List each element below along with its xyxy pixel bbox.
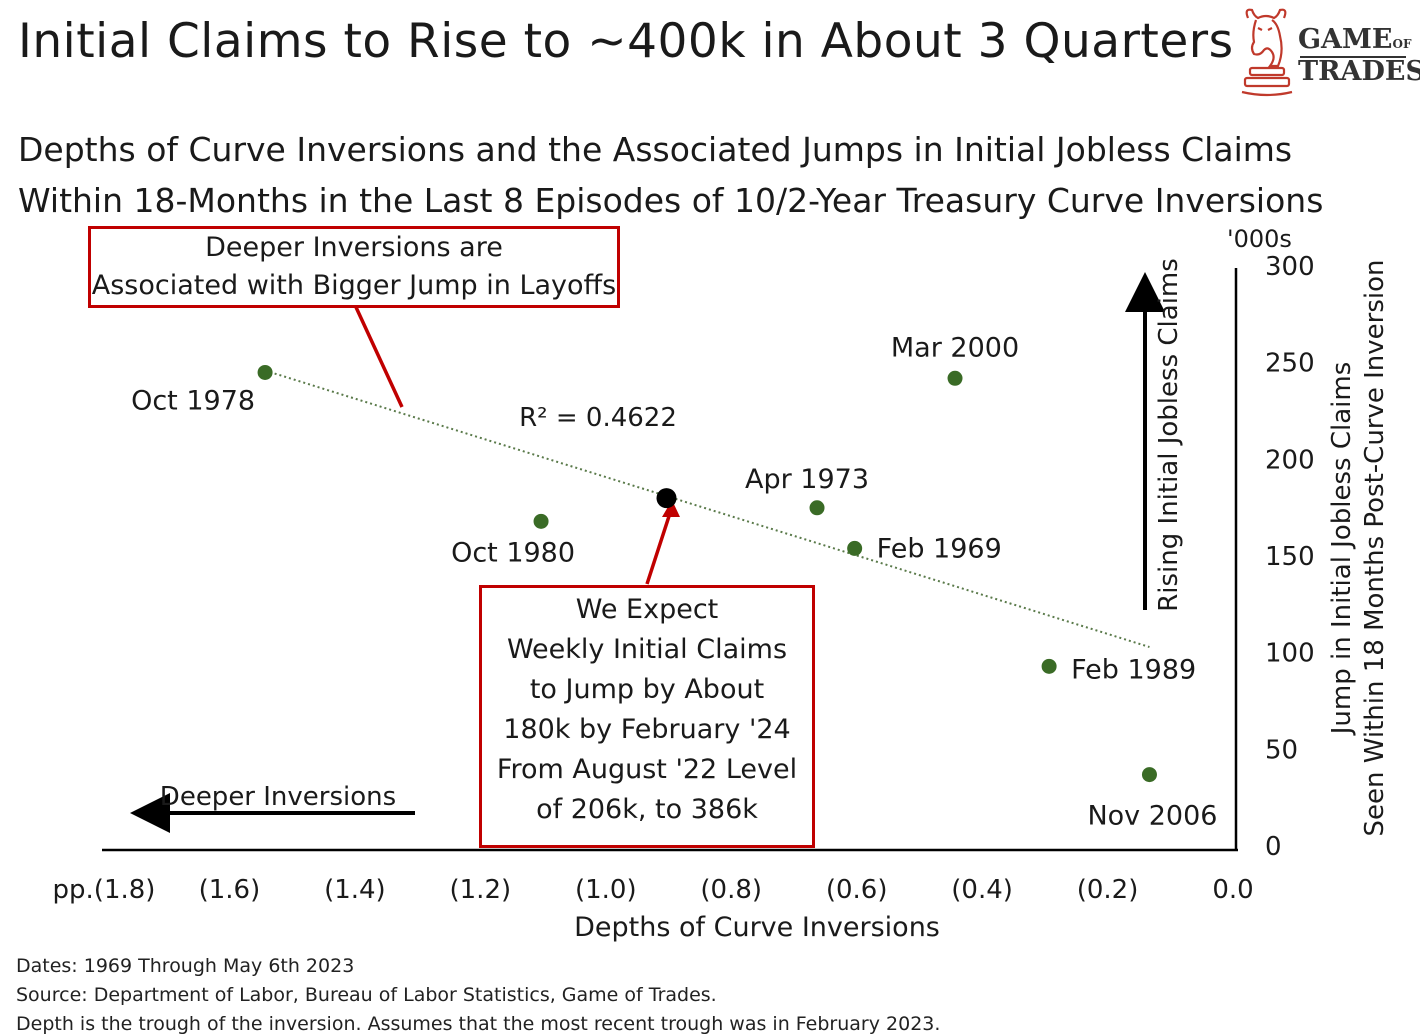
callout-expectation: We Expect Weekly Initial Claims to Jump … <box>479 585 815 848</box>
data-point-label: Feb 1989 <box>1071 654 1196 685</box>
logo-game-text: GAME <box>1298 24 1393 55</box>
logo-line1: GAMEOF <box>1298 24 1411 55</box>
callout-bottom-line: From August '22 Level <box>496 754 798 785</box>
x-tick-label: (1.6) <box>199 875 261 905</box>
x-axis-label: Depths of Curve Inversions <box>574 912 940 943</box>
x-tick-label: (1.2) <box>450 875 512 905</box>
y-tick-label: 150 <box>1265 542 1315 572</box>
projection-point <box>656 488 677 509</box>
callout-bottom-line: We Expect <box>575 594 719 625</box>
y-unit-label: '000s <box>1227 225 1292 253</box>
x-tick-label: (0.2) <box>1077 875 1139 905</box>
bull-chess-knight-icon <box>1241 8 1293 97</box>
logo-trades-text: TRADES <box>1298 56 1420 87</box>
callout-bottom-arrowhead <box>662 500 680 517</box>
callout-bottom-pointer <box>645 506 674 585</box>
y-axis-label-line1: Jump in Initial Jobless Claims <box>1327 362 1357 736</box>
y-tick-label: 300 <box>1265 252 1315 282</box>
callout-bottom-line: to Jump by About <box>529 674 765 705</box>
logo-divider <box>1300 56 1406 58</box>
data-point <box>1141 767 1157 783</box>
data-point-label: Feb 1969 <box>877 533 1002 564</box>
callout-top-line1: Deeper Inversions are <box>205 232 503 263</box>
chart-subtitle-line2: Within 18-Months in the Last 8 Episodes … <box>18 181 1324 220</box>
data-point-label: Oct 1978 <box>131 385 255 416</box>
page-title: Initial Claims to Rise to ~400k in About… <box>18 14 1234 69</box>
data-point-label: Mar 2000 <box>891 332 1019 363</box>
footer-source: Source: Department of Labor, Bureau of L… <box>16 984 717 1006</box>
data-point-label: Oct 1980 <box>451 537 575 568</box>
y-axis-label-line2: Seen Within 18 Months Post-Curve Inversi… <box>1360 259 1390 836</box>
callout-bottom-line: 180k by February '24 <box>503 714 791 745</box>
x-tick-label: 0.0 <box>1212 875 1253 905</box>
x-tick-label: (1.0) <box>575 875 637 905</box>
callout-bottom-line: Weekly Initial Claims <box>506 634 788 665</box>
game-of-trades-logo: GAMEOF TRADES <box>1238 6 1420 98</box>
data-point-label: Nov 2006 <box>1087 801 1217 832</box>
callout-top-line2: Associated with Bigger Jump in Layoffs <box>91 270 617 301</box>
y-tick-label: 250 <box>1265 349 1315 379</box>
x-tick-label: (0.8) <box>700 875 762 905</box>
deeper-inversions-label: Deeper Inversions <box>160 782 396 812</box>
data-point <box>809 500 825 516</box>
data-point <box>257 364 273 380</box>
footer-note: Depth is the trough of the inversion. As… <box>16 1013 941 1035</box>
x-tick-label: pp.(1.8) <box>53 875 156 905</box>
y-tick-label: 0 <box>1265 832 1282 862</box>
callout-deeper-inversions: Deeper Inversions are Associated with Bi… <box>88 226 620 308</box>
y-tick-label: 200 <box>1265 445 1315 475</box>
r-squared-label: R² = 0.4622 <box>519 403 677 433</box>
footer-dates: Dates: 1969 Through May 6th 2023 <box>16 955 355 977</box>
callout-top-pointer <box>353 304 404 408</box>
y-tick-label: 100 <box>1265 639 1315 669</box>
chart-subtitle-line1: Depths of Curve Inversions and the Assoc… <box>18 130 1293 169</box>
data-point <box>847 540 863 556</box>
rising-claims-label: Rising Initial Jobless Claims <box>1154 258 1184 612</box>
callout-bottom-line: of 206k, to 386k <box>536 794 758 825</box>
data-point-label: Apr 1973 <box>745 464 869 495</box>
x-tick-label: (0.6) <box>826 875 888 905</box>
y-tick-label: 50 <box>1265 735 1298 765</box>
x-tick-label: (0.4) <box>951 875 1013 905</box>
data-point <box>947 370 963 386</box>
x-tick-label: (1.4) <box>324 875 386 905</box>
data-point <box>1041 658 1057 674</box>
logo-of-text: OF <box>1392 37 1412 51</box>
data-point <box>533 513 549 529</box>
